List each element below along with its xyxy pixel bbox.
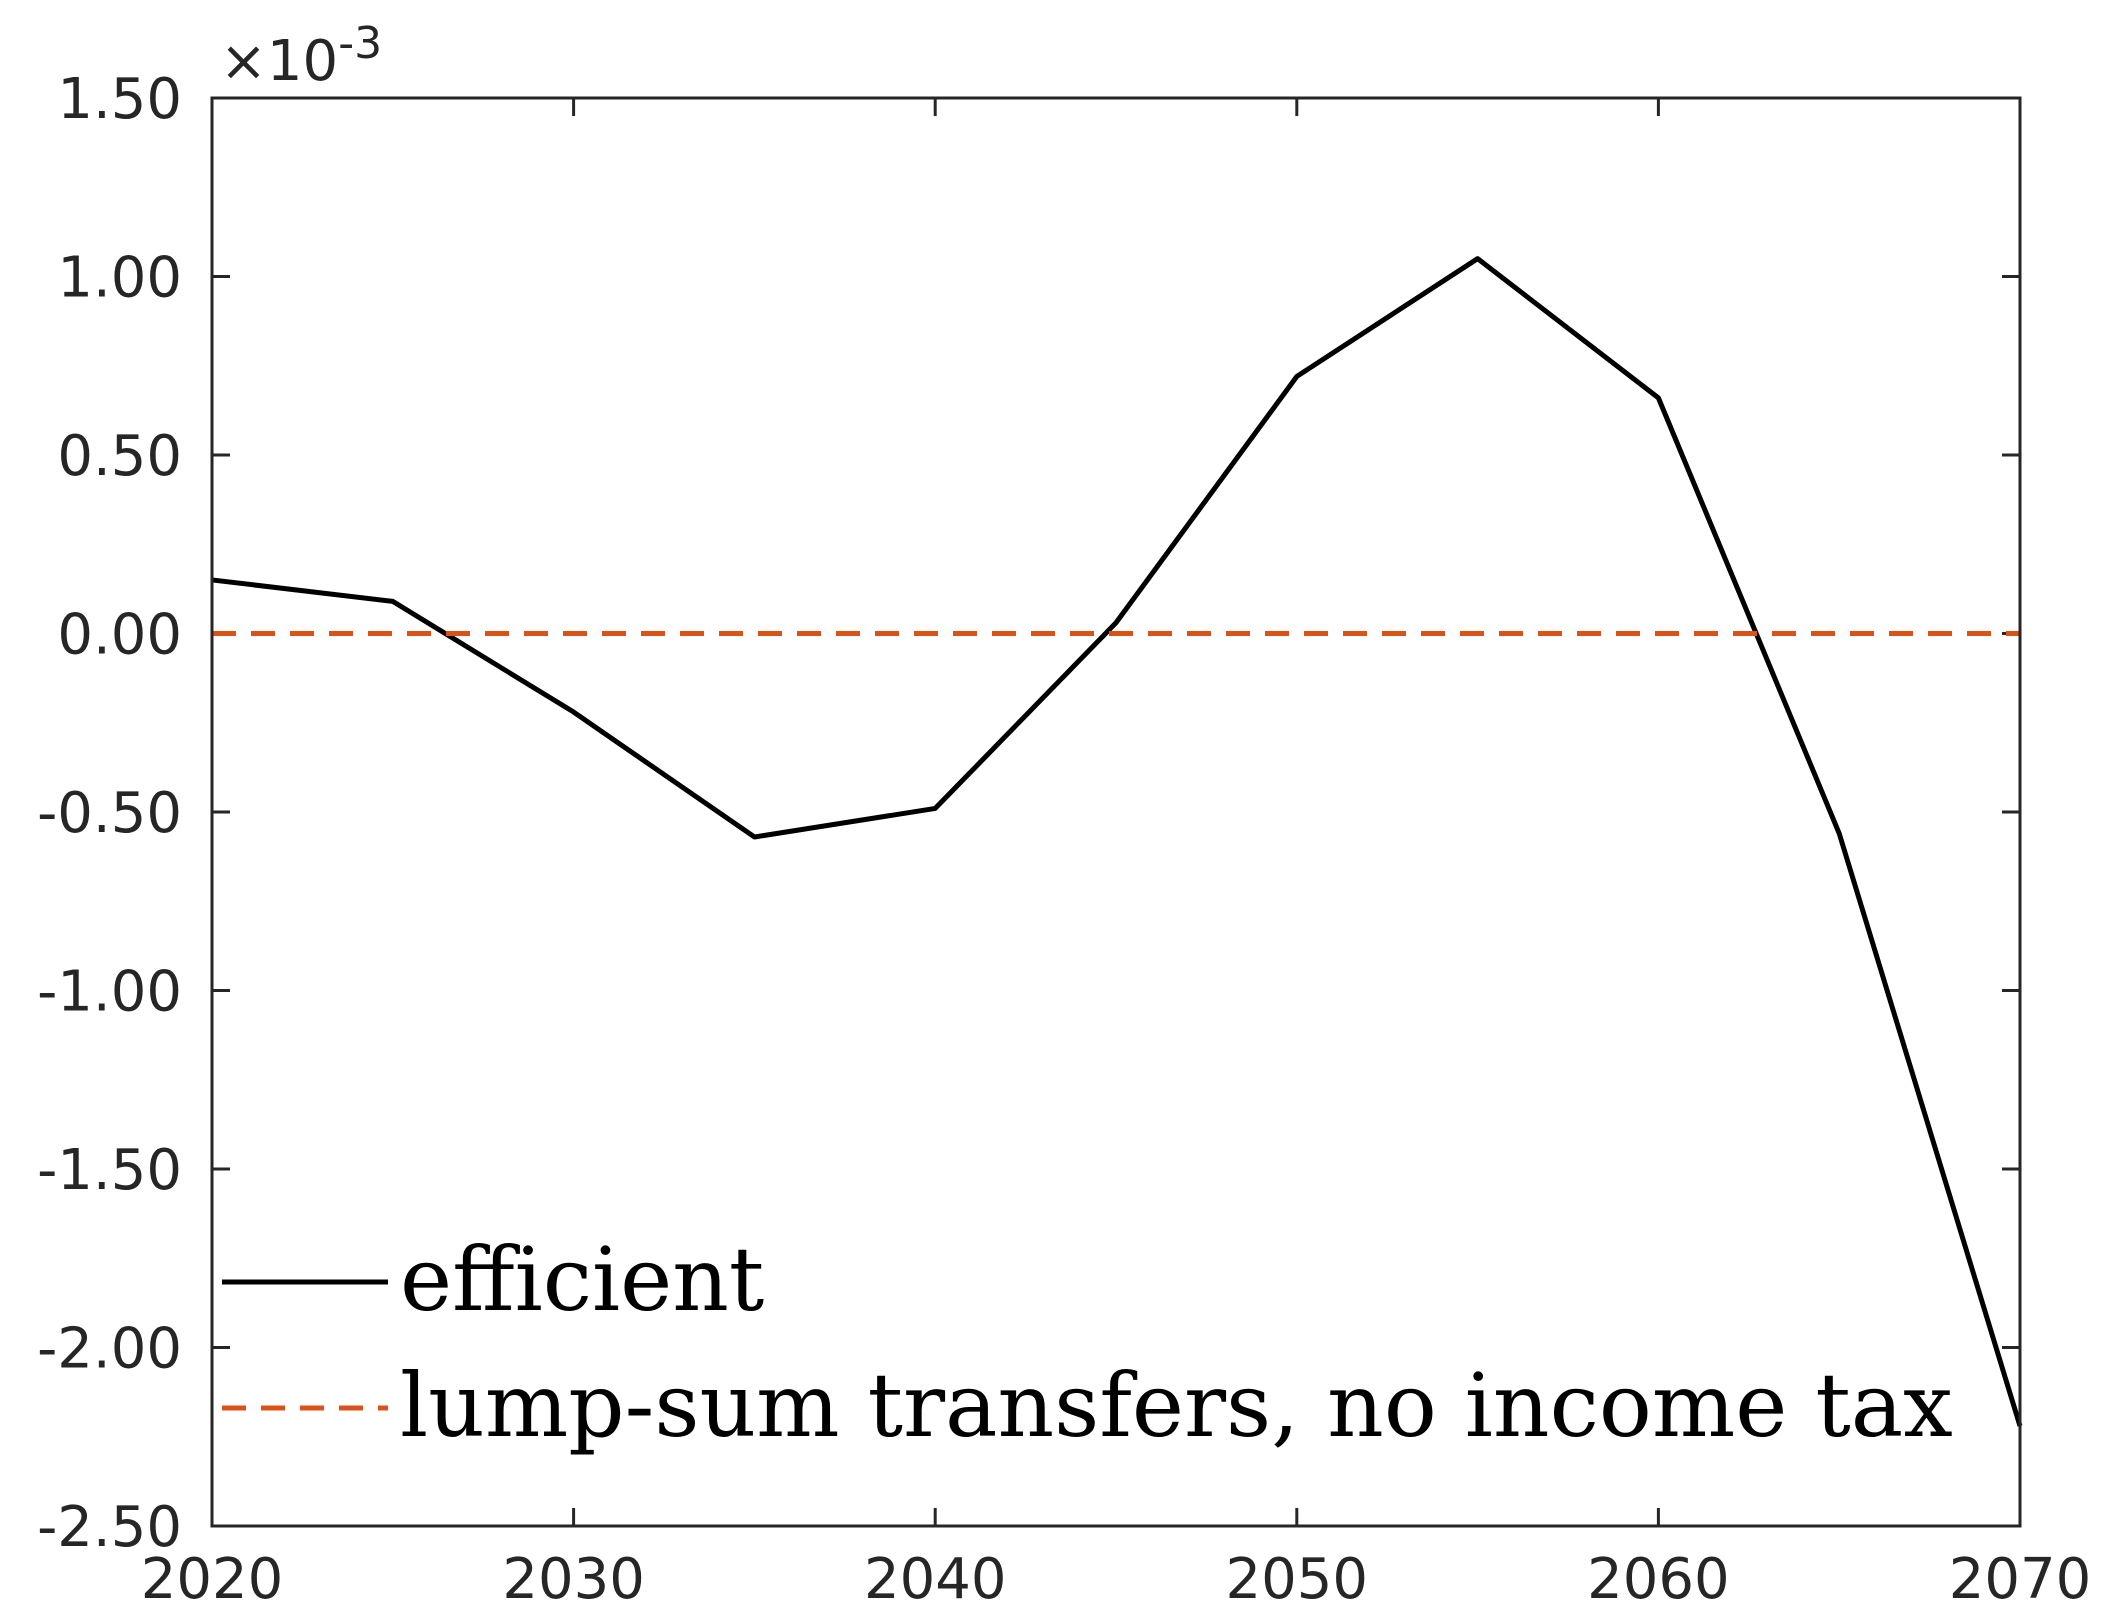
y-tick-label: -2.00 bbox=[37, 1317, 182, 1382]
y-tick-label: 0.50 bbox=[57, 424, 182, 489]
legend-label: efficient bbox=[400, 1228, 764, 1331]
y-tick-label: 1.50 bbox=[57, 67, 182, 132]
x-tick-label: 2030 bbox=[502, 1547, 645, 1612]
x-tick-label: 2070 bbox=[1949, 1547, 2092, 1612]
y-tick-label: -1.00 bbox=[37, 960, 182, 1025]
x-tick-label: 2060 bbox=[1587, 1547, 1730, 1612]
legend-label: lump-sum transfers, no income tax bbox=[400, 1354, 1953, 1457]
y-exponent-base: ×10 bbox=[220, 29, 338, 94]
legend: efficient lump-sum transfers, no income t… bbox=[222, 1228, 1953, 1457]
x-tick-labels: 2020 2030 2040 2050 2060 2070 bbox=[141, 1547, 2092, 1612]
plot-area bbox=[212, 98, 2020, 1526]
y-tick-label: -0.50 bbox=[37, 781, 182, 846]
y-exponent-power: -3 bbox=[338, 18, 382, 69]
plot-frame bbox=[210, 96, 2022, 1528]
series-line-0 bbox=[211, 256, 2023, 1427]
y-tick-label: 1.00 bbox=[57, 246, 182, 311]
y-tick-labels: 1.50 1.00 0.50 0.00 -0.50 -1.00 -1.50 -2.00 -2.5… bbox=[37, 67, 182, 1560]
y-tick-label: -1.50 bbox=[37, 1138, 182, 1203]
y-exponent-label: ×10-3 bbox=[220, 18, 382, 94]
y-tick-label: -2.50 bbox=[37, 1495, 182, 1560]
x-tick-label: 2020 bbox=[141, 1547, 284, 1612]
x-tick-label: 2040 bbox=[864, 1547, 1007, 1612]
series-lines bbox=[211, 256, 2023, 1427]
x-tick-label: 2050 bbox=[1226, 1547, 1369, 1612]
y-tick-label: 0.00 bbox=[57, 603, 182, 668]
